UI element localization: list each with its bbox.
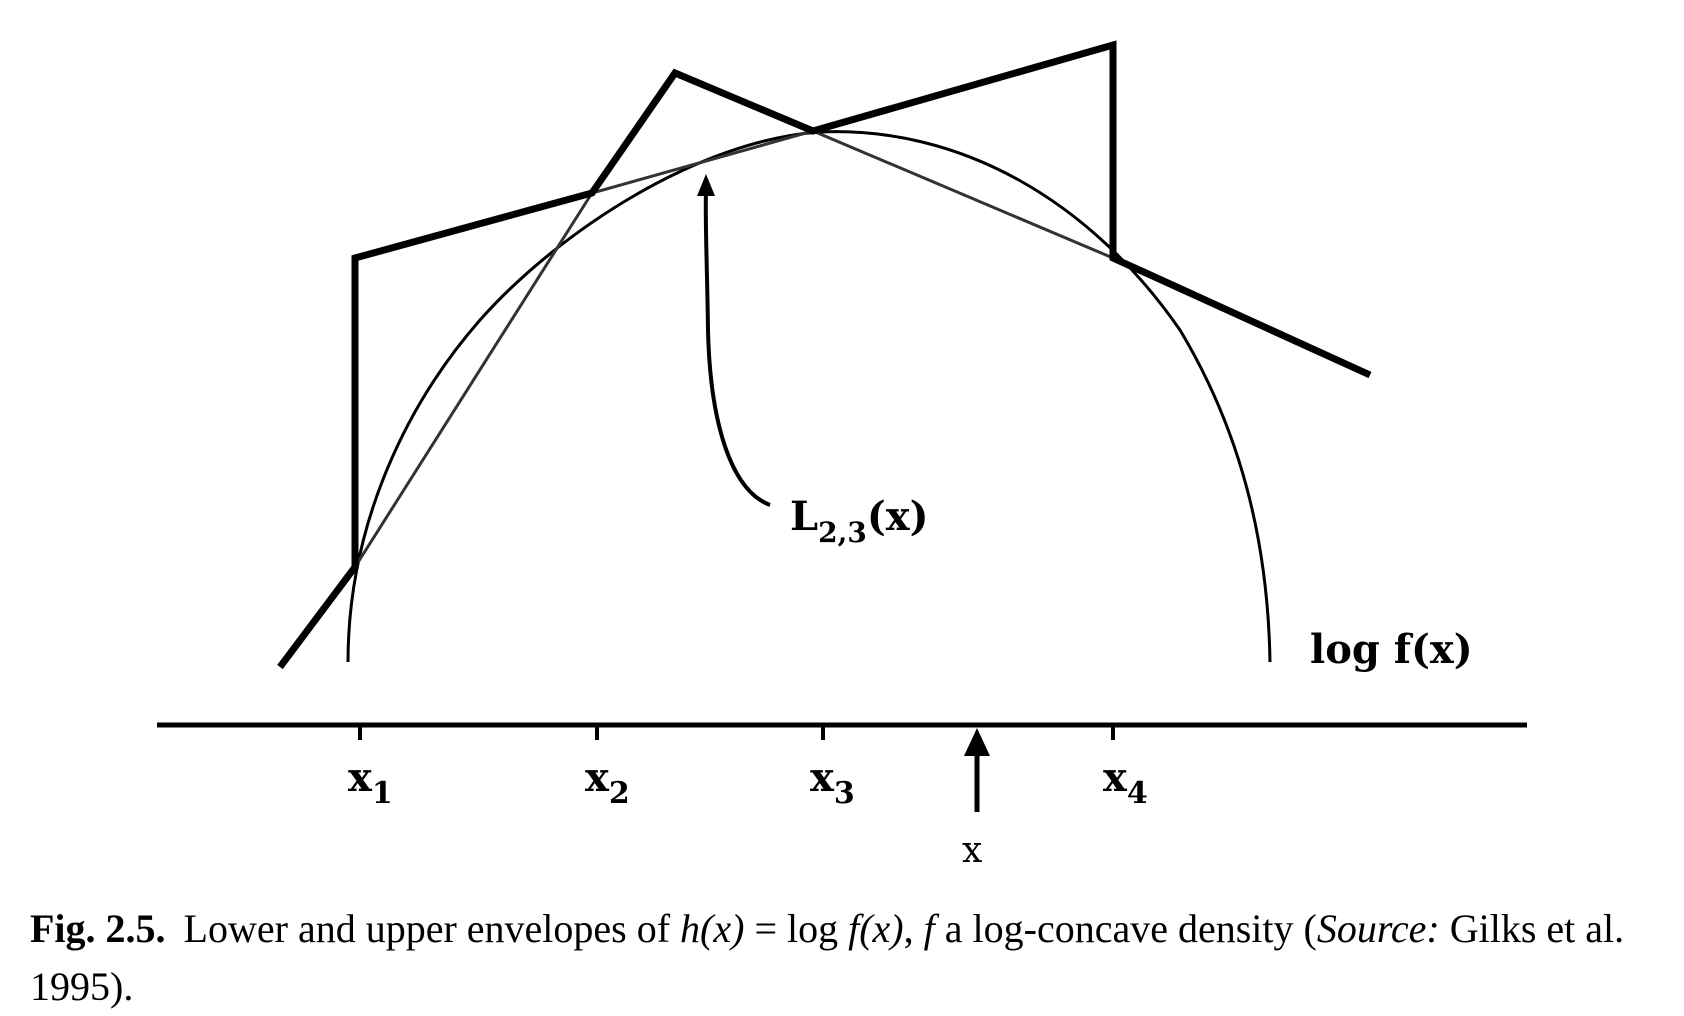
- caption-source-label: Source:: [1316, 906, 1440, 951]
- tick-label-x2: x2: [585, 754, 630, 811]
- lower-envelope-pointer-arrow: [703, 191, 771, 507]
- figure-caption: Fig. 2.5. Lower and upper envelopes of h(…: [30, 900, 1670, 1016]
- figure-number: Fig. 2.5.: [30, 906, 166, 951]
- caption-text-3: a log-concave density (: [934, 906, 1317, 951]
- tick-label-x1: x1: [348, 754, 393, 811]
- lower-envelope-arrowhead: [697, 174, 715, 196]
- tick-label-x4: x4: [1103, 754, 1148, 811]
- caption-text-2: ,: [903, 906, 924, 951]
- caption-formula-h: h(x): [680, 906, 745, 951]
- caption-text-1: Lower and upper envelopes of: [183, 906, 681, 951]
- tick-label-x3: x3: [810, 754, 855, 811]
- sample-point-arrowhead: [964, 728, 990, 756]
- curve-label: log f(x): [1310, 626, 1473, 673]
- log-density-curve: [346, 130, 1272, 663]
- caption-f-symbol: f: [923, 906, 935, 951]
- sample-point-label: x: [962, 830, 982, 871]
- upper-envelope: [277, 40, 1372, 670]
- caption-formula-f: f(x): [848, 906, 904, 951]
- caption-text-4: Gilks et al. 1995).: [30, 906, 1625, 1009]
- caption-equals: = log: [744, 906, 849, 951]
- lower-envelope: [353, 129, 1114, 568]
- lower-envelope-label: L2,3(x): [790, 493, 929, 549]
